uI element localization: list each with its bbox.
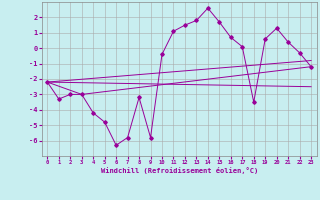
X-axis label: Windchill (Refroidissement éolien,°C): Windchill (Refroidissement éolien,°C) [100,167,258,174]
